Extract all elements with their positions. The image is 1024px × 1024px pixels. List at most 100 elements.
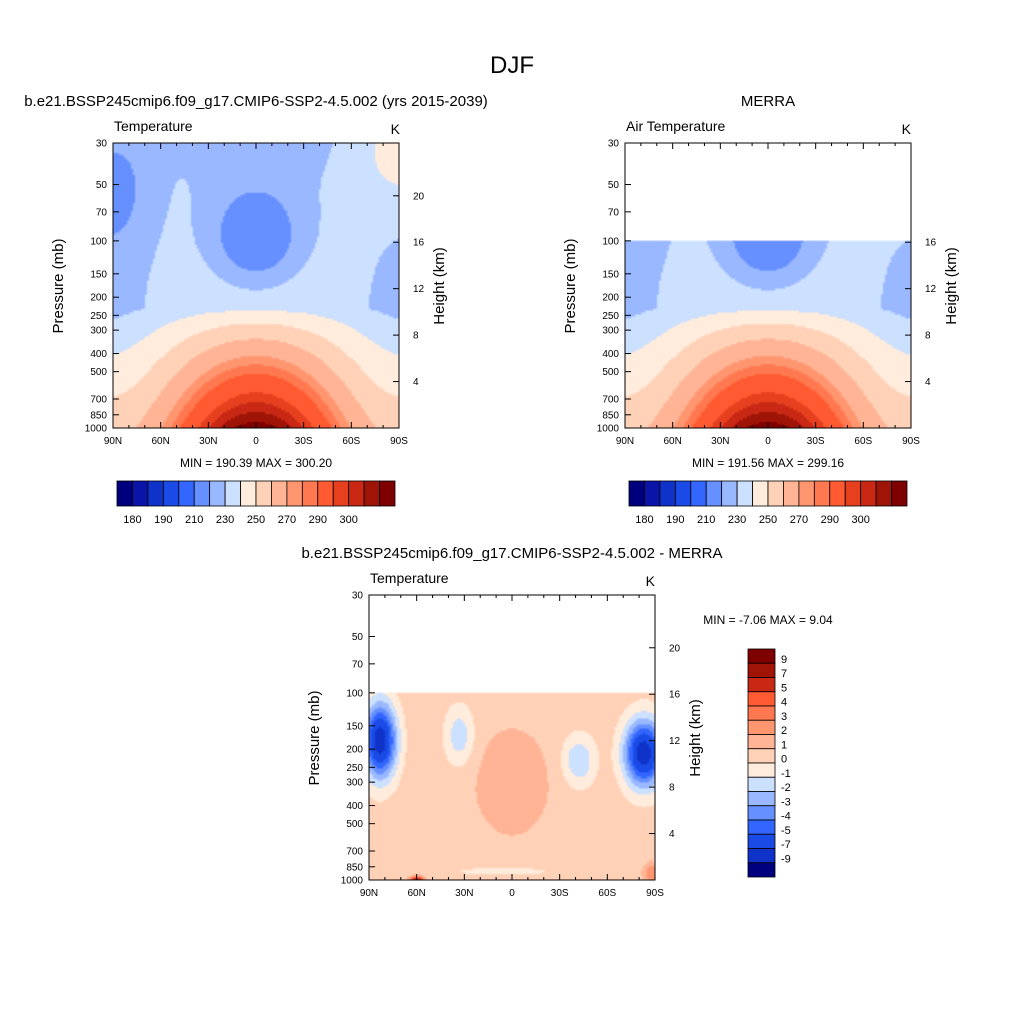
colorbar-label: 250	[247, 514, 265, 526]
colorbar-label: 230	[728, 514, 746, 526]
colorbar-swatch	[255, 480, 272, 507]
x-tick-label: 30S	[551, 888, 569, 899]
panel-diff-variable-label: Temperature	[370, 570, 449, 586]
y-right-tick-label: 4	[669, 829, 675, 840]
x-tick-label: 60S	[598, 888, 616, 899]
y-tick-label: 1000	[85, 424, 108, 435]
panel-merra-ylabel-right: Height (km)	[943, 247, 960, 325]
panel-merra-contour-fill	[625, 143, 911, 428]
panel-diff-axes: 90N 60N 30N 0 30S 60S 90S 30 50 70 100 150 200 250 300…	[341, 591, 681, 900]
colorbar-swatch	[332, 480, 350, 507]
panel-model-variable-label: Temperature	[114, 118, 193, 134]
colorbar-swatch	[644, 480, 661, 507]
colorbar-swatch	[747, 719, 776, 735]
colorbar-swatch	[747, 762, 776, 778]
panel-merra: MERRA Air Temperature K Pressure (mb) He…	[562, 93, 960, 470]
x-tick-label: 90N	[616, 436, 634, 447]
colorbar-label: 2	[781, 725, 787, 737]
y-tick-label: 500	[90, 367, 107, 378]
colorbar-label: -3	[781, 796, 791, 808]
colorbar-label: 270	[278, 514, 296, 526]
colorbar-label: 3	[781, 711, 787, 723]
colorbar-swatch	[747, 677, 776, 693]
colorbar-swatch	[178, 480, 195, 507]
panel-model-axes: 90N 60N 30N 0 30S 60S 90S 30 50 70 100 150 200 250 300…	[85, 139, 425, 448]
colorbar-swatch	[674, 480, 692, 507]
panel-diff-title: b.e21.BSSP245cmip6.f09_g17.CMIP6-SSP2-4.…	[301, 545, 722, 562]
x-tick-label: 60N	[407, 888, 425, 899]
colorbar-swatch	[286, 480, 303, 507]
colorbar-swatch	[747, 819, 776, 835]
y-right-tick-label: 12	[669, 736, 681, 747]
colorbar-label: 1	[781, 739, 787, 751]
y-right-tick-label: 20	[669, 643, 681, 654]
colorbar-label: -5	[781, 825, 791, 837]
x-tick-label: 90S	[902, 436, 920, 447]
colorbar-swatch	[301, 480, 319, 507]
panel-model-units-label: K	[391, 121, 401, 137]
colorbar-label: 4	[781, 697, 787, 709]
panel-merra-ylabel: Pressure (mb)	[562, 238, 579, 333]
colorbar-swatch	[240, 480, 257, 507]
colorbar-swatch	[844, 480, 862, 507]
colorbar-swatch	[783, 480, 800, 507]
panel-merra-units-label: K	[902, 121, 912, 137]
colorbar-label: 190	[666, 514, 684, 526]
x-tick-label: 90N	[360, 888, 378, 899]
x-tick-label: 60S	[342, 436, 360, 447]
colorbar-label: 190	[154, 514, 172, 526]
panel-model-field	[112, 142, 400, 429]
y-right-tick-label: 12	[413, 284, 425, 295]
y-tick-label: 150	[346, 721, 363, 732]
colorbar-swatch	[147, 480, 164, 507]
x-tick-label: 30N	[199, 436, 217, 447]
x-tick-label: 60N	[151, 436, 169, 447]
colorbar-swatch	[752, 480, 769, 507]
colorbar-swatch	[659, 480, 676, 507]
panel-diff-colorbar: 9 7 5 4 3 2 1 0 -1 -2 -3 -4 -5 -7 -9	[747, 648, 791, 878]
colorbar-swatch	[162, 480, 180, 507]
colorbar-swatch	[747, 848, 776, 864]
y-tick-label: 150	[602, 269, 619, 280]
y-tick-label: 30	[96, 139, 108, 150]
colorbar-swatch	[829, 480, 846, 507]
panel-model-title: b.e21.BSSP245cmip6.f09_g17.CMIP6-SSP2-4.…	[24, 93, 488, 110]
colorbar-swatch	[747, 862, 776, 878]
y-tick-label: 50	[352, 632, 364, 643]
colorbar-swatch	[747, 691, 776, 707]
panel-diff-minmax: MIN = -7.06 MAX = 9.04	[703, 613, 833, 627]
colorbar-label: -7	[781, 839, 791, 851]
y-tick-label: 100	[346, 688, 363, 699]
colorbar-label: 210	[697, 514, 715, 526]
panel-model-minmax: MIN = 190.39 MAX = 300.20	[180, 456, 332, 470]
y-right-tick-label: 8	[413, 331, 419, 342]
colorbar-label: 210	[185, 514, 203, 526]
y-tick-label: 500	[602, 367, 619, 378]
y-tick-label: 200	[346, 745, 363, 756]
colorbar-swatch	[747, 705, 776, 721]
colorbar-swatch	[224, 480, 241, 507]
colorbar-label: 300	[339, 514, 357, 526]
y-tick-label: 200	[602, 293, 619, 304]
panel-diff-contour-fill	[369, 595, 655, 880]
y-tick-label: 100	[602, 236, 619, 247]
colorbar-label: 5	[781, 682, 787, 694]
colorbar-swatch	[193, 480, 211, 507]
colorbar-swatch	[379, 480, 396, 507]
colorbar-swatch	[747, 791, 776, 807]
panel-model: b.e21.BSSP245cmip6.f09_g17.CMIP6-SSP2-4.…	[24, 93, 488, 470]
y-tick-label: 100	[90, 236, 107, 247]
colorbar-swatch	[747, 805, 776, 821]
colorbar-swatch	[747, 648, 776, 664]
colorbar-label: 180	[635, 514, 653, 526]
y-right-tick-label: 4	[413, 377, 419, 388]
y-tick-label: 700	[346, 847, 363, 858]
x-tick-label: 30N	[455, 888, 473, 899]
y-tick-label: 250	[346, 763, 363, 774]
colorbar-swatch	[363, 480, 380, 507]
y-tick-label: 70	[608, 207, 620, 218]
x-tick-label: 90S	[646, 888, 664, 899]
x-tick-label: 0	[765, 436, 771, 447]
y-tick-label: 30	[608, 139, 620, 150]
